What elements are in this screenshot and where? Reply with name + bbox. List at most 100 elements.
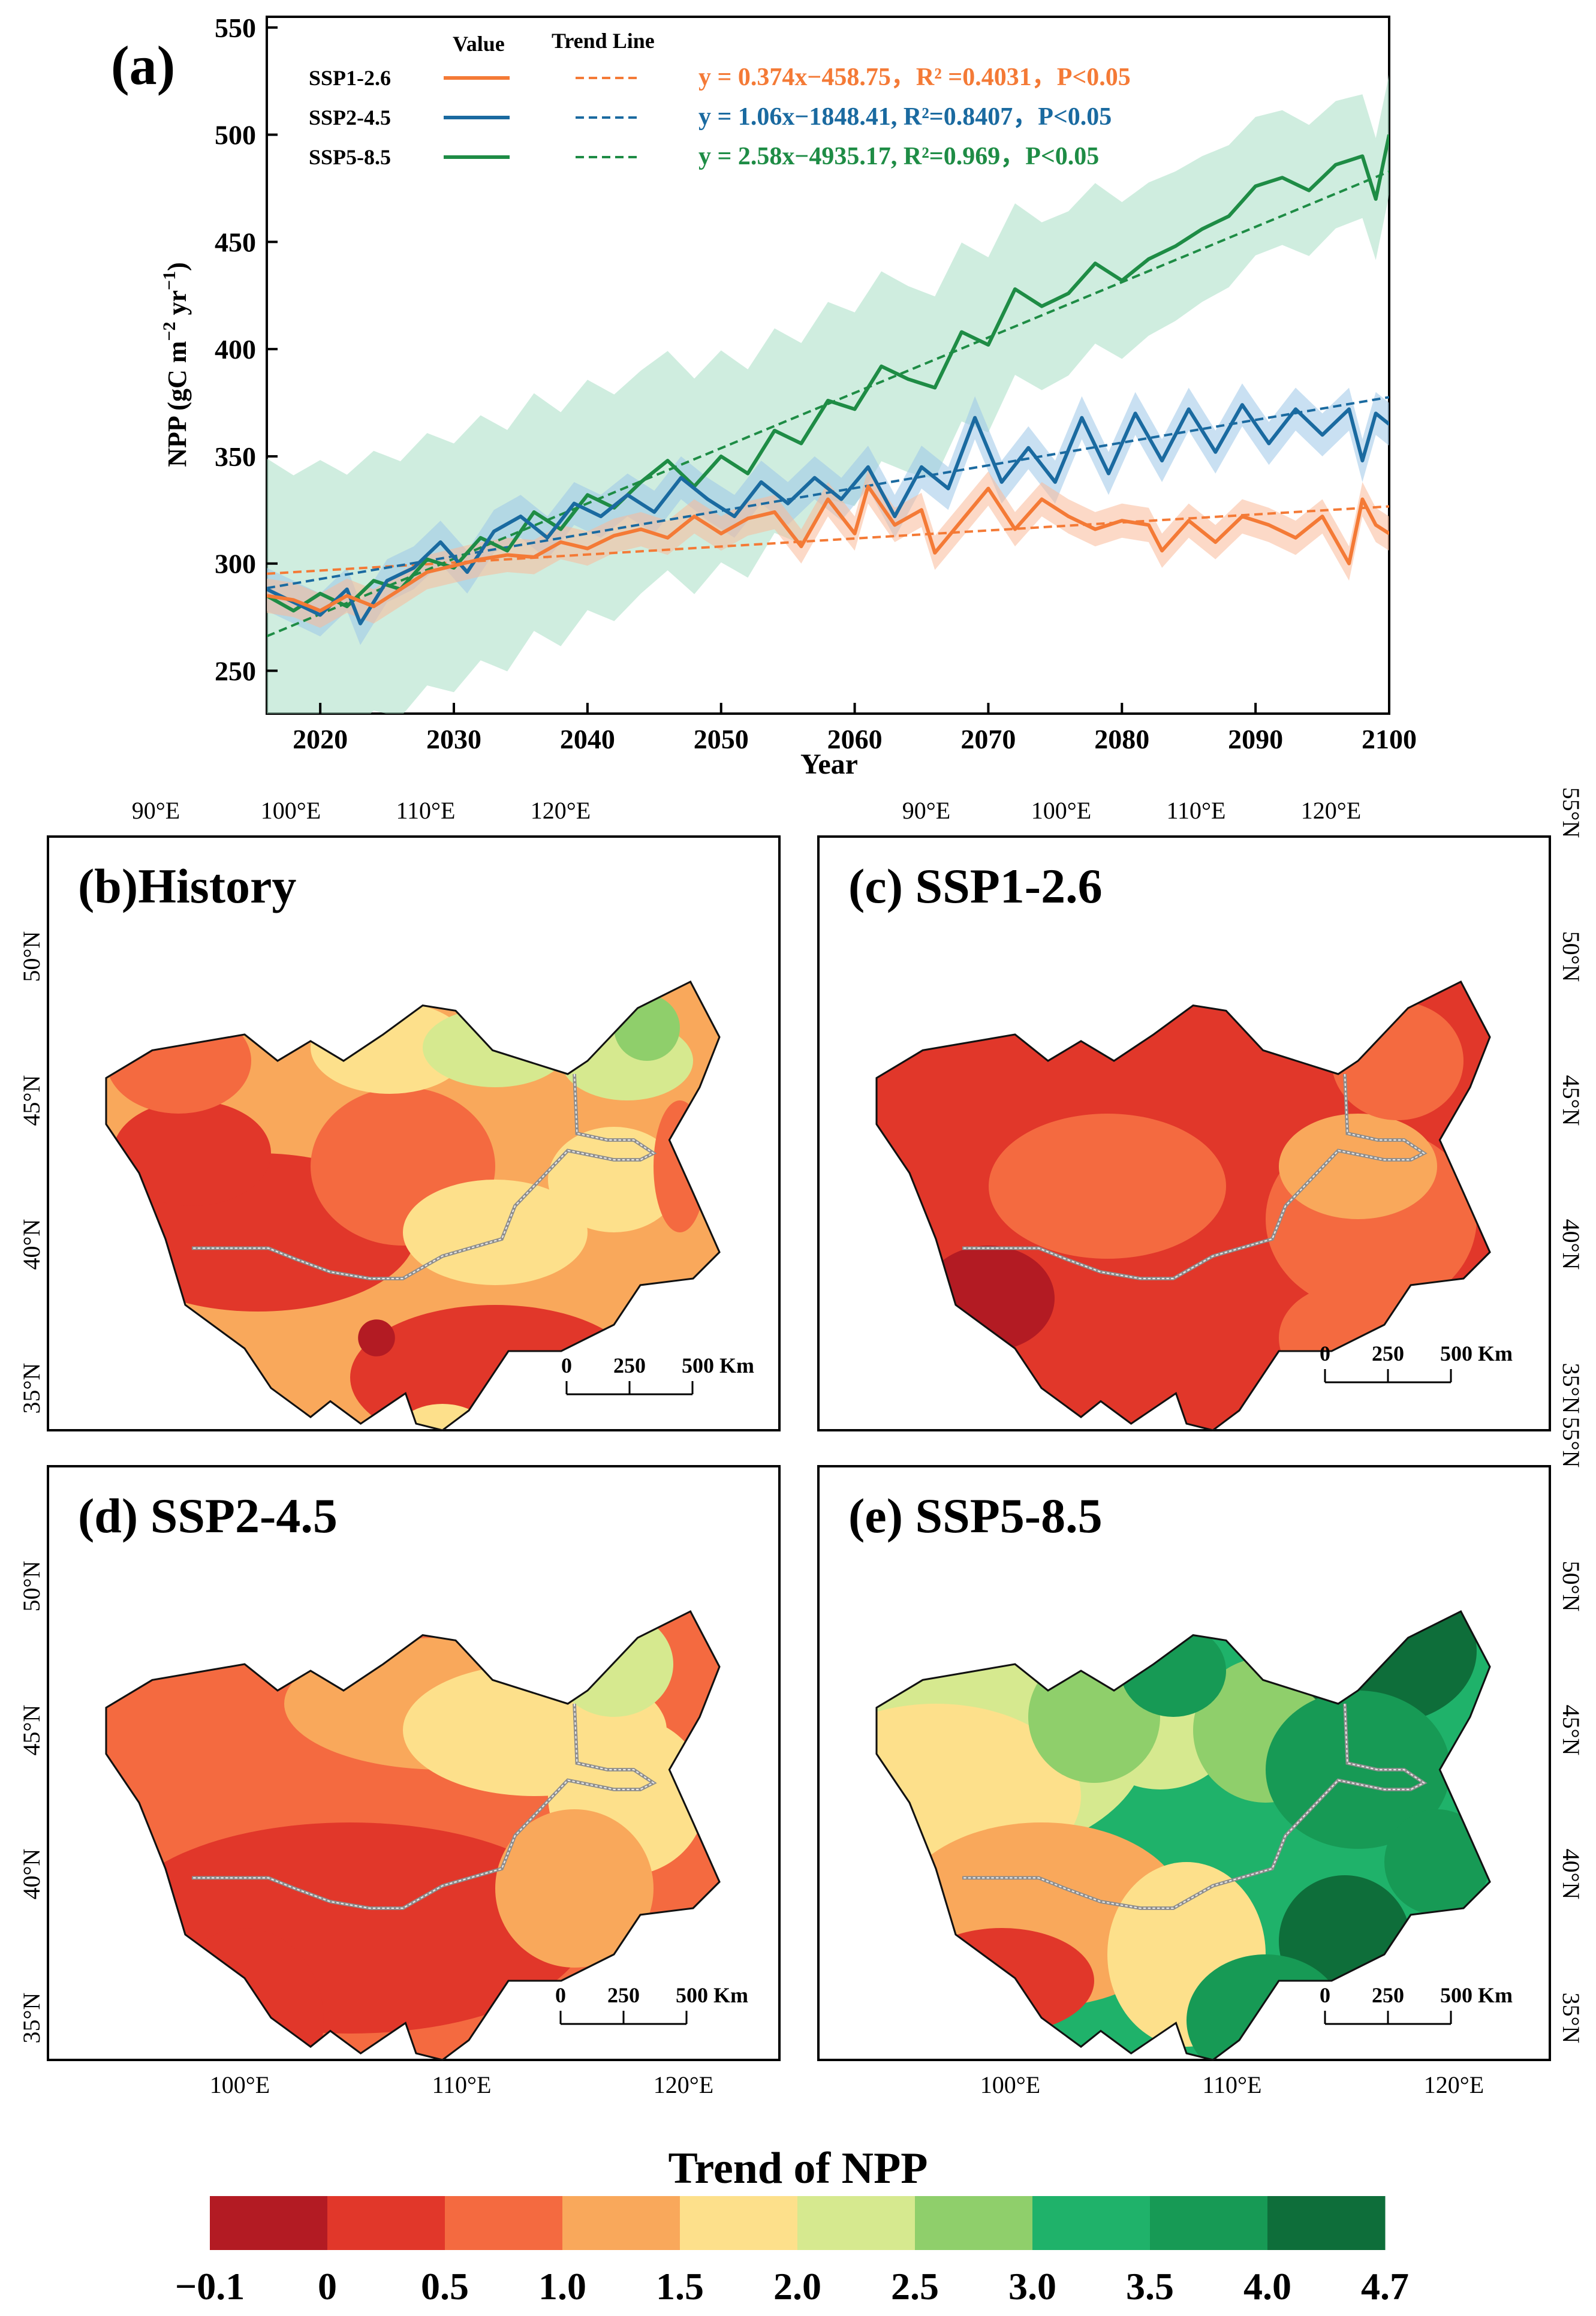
colorbar-tick-10: 4.7 xyxy=(1361,2265,1409,2308)
map-title-e: (e) SSP5-8.5 xyxy=(848,1488,1103,1543)
lat-right-e-4: 55°N xyxy=(1558,1417,1585,1468)
series-lines xyxy=(267,134,1389,625)
equation-ssp126: y = 0.374x−458.75，R² =0.4031，P<0.05 xyxy=(698,64,1131,91)
lon-top-c-0: 90°E xyxy=(902,797,950,824)
lon-bottom-d-0: 100°E xyxy=(210,2071,270,2098)
national-border-inner-c xyxy=(962,1073,1426,1280)
lat-left-d-0: 35°N xyxy=(18,1993,45,2044)
lon-bottom-e-1: 110°E xyxy=(1203,2071,1262,2098)
scalebar-label-c-0: 0 xyxy=(1320,1342,1330,1365)
lat-left-b-1: 40°N xyxy=(18,1219,45,1270)
x-tick-label-2090: 2090 xyxy=(1228,724,1283,754)
x-tick-label-2030: 2030 xyxy=(426,724,481,754)
scalebar-label-e-1: 250 xyxy=(1372,1983,1404,2007)
x-tick-label-2070: 2070 xyxy=(960,724,1016,754)
map-panel-e: (e) SSP5-8.5 0 250 500 Km 100°E 110°E 120°E 35°… xyxy=(817,1417,1585,2098)
lon-top-b-1: 100°E xyxy=(261,797,321,824)
map-title-c: (c) SSP1-2.6 xyxy=(848,859,1103,913)
lat-left-b-3: 50°N xyxy=(18,931,45,982)
scalebar-label-d-0: 0 xyxy=(555,1983,566,2007)
lon-top-b-3: 120°E xyxy=(531,797,591,824)
map-title-d: (d) SSP2-4.5 xyxy=(78,1488,338,1543)
lon-top-b-0: 90°E xyxy=(132,797,180,824)
lon-top-c-3: 120°E xyxy=(1301,797,1361,824)
x-axis-label: Year xyxy=(800,748,858,780)
y-tick-label-550: 550 xyxy=(215,13,256,43)
map-outline-b xyxy=(105,980,721,1431)
scalebar-label-c-1: 250 xyxy=(1372,1342,1404,1365)
lat-right-e-1: 40°N xyxy=(1558,1849,1585,1900)
colorbar-tick-8: 3.5 xyxy=(1126,2265,1174,2308)
map-patch-b-6 xyxy=(403,1180,588,1285)
legend-header-trend: Trend Line xyxy=(552,29,655,53)
band-SSP2-4.5 xyxy=(267,383,1389,645)
x-tick-label-2060: 2060 xyxy=(827,724,883,754)
scalebar-label-b-2: 500 Km xyxy=(682,1353,754,1377)
colorbar-segment-7 xyxy=(1032,2196,1151,2250)
lon-bottom-e-0: 100°E xyxy=(980,2071,1040,2098)
colorbar-tick-3: 1.0 xyxy=(538,2265,586,2308)
panel-a: 2020 2030 2040 2050 2060 2070 2080 2090 2100 250 3… xyxy=(111,13,1417,780)
scalebar-label-b-1: 250 xyxy=(613,1353,646,1377)
colorbar-segment-4 xyxy=(680,2196,798,2250)
lat-left-b-2: 45°N xyxy=(18,1075,45,1126)
map-patch-c-2 xyxy=(1279,1114,1437,1219)
uncertainty-bands xyxy=(267,74,1389,714)
y-tick-label-500: 500 xyxy=(215,120,256,151)
x-tick-label-2040: 2040 xyxy=(560,724,615,754)
colorbar-segment-0 xyxy=(210,2196,328,2250)
lat-right-c-0: 35°N xyxy=(1558,1363,1585,1414)
scalebar-label-b-0: 0 xyxy=(561,1353,572,1377)
colorbar-segment-9 xyxy=(1267,2196,1386,2250)
line-SSP5-8.5 xyxy=(267,134,1389,613)
map-title-b: (b)History xyxy=(78,859,296,913)
map-outline-d xyxy=(105,1610,721,2061)
legend-ssp126-name: SSP1-2.6 xyxy=(309,66,391,90)
scalebar-label-d-1: 250 xyxy=(607,1983,640,2007)
colorbar-segment-2 xyxy=(445,2196,563,2250)
band-SSP1-2.6 xyxy=(267,469,1389,628)
y-tick-label-450: 450 xyxy=(215,227,256,257)
national-border-inner-e xyxy=(962,1703,1426,1909)
x-tick-label-2080: 2080 xyxy=(1094,724,1149,754)
lat-right-e-2: 45°N xyxy=(1558,1705,1585,1756)
map-patch-e-13 xyxy=(1384,1809,1490,1915)
equation-ssp585: y = 2.58x−4935.17, R²=0.969，P<0.05 xyxy=(698,143,1099,170)
colorbar-tick-4: 1.5 xyxy=(656,2265,704,2308)
lat-right-e-0: 35°N xyxy=(1558,1993,1585,2044)
legend-ssp245-name: SSP2-4.5 xyxy=(309,106,391,130)
lat-left-b-0: 35°N xyxy=(18,1363,45,1414)
panel-label-a: (a) xyxy=(111,35,175,96)
colorbar-tick-6: 2.5 xyxy=(891,2265,939,2308)
colorbar-tick-2: 0.5 xyxy=(421,2265,469,2308)
scalebar-label-e-2: 500 Km xyxy=(1440,1983,1513,2007)
lat-right-c-2: 45°N xyxy=(1558,1075,1585,1126)
legend-header-value: Value xyxy=(453,32,505,56)
lat-right-c-1: 40°N xyxy=(1558,1219,1585,1270)
equation-ssp245: y = 1.06x−1848.41, R²=0.8407，P<0.05 xyxy=(698,103,1112,131)
colorbar-segment-6 xyxy=(915,2196,1033,2250)
map-patch-b-12 xyxy=(358,1319,395,1356)
x-tick-label-2050: 2050 xyxy=(694,724,749,754)
colorbar-tick-7: 3.0 xyxy=(1008,2265,1056,2308)
map-patch-c-0 xyxy=(989,1114,1226,1259)
trend-SSP1-2.6 xyxy=(267,505,1389,575)
map-panels: (b)History 0 250 500 Km 90°E 100°E 110°E 120°E 3… xyxy=(18,787,1585,2098)
colorbar-tick-0: −0.1 xyxy=(175,2265,245,2308)
colorbar-segment-3 xyxy=(562,2196,680,2250)
colorbar-segment-8 xyxy=(1150,2196,1268,2250)
colorbar-segment-5 xyxy=(797,2196,916,2250)
lon-bottom-d-1: 110°E xyxy=(432,2071,492,2098)
y-tick-label-350: 350 xyxy=(215,441,256,472)
colorbar-title: Trend of NPP xyxy=(668,2144,928,2193)
lon-bottom-e-2: 120°E xyxy=(1424,2071,1484,2098)
colorbar-tick-1: 0 xyxy=(318,2265,337,2308)
lon-top-c-1: 100°E xyxy=(1031,797,1091,824)
legend-ssp585-name: SSP5-8.5 xyxy=(309,145,391,169)
colorbar-tick-5: 2.0 xyxy=(773,2265,821,2308)
map-panel-b: (b)History 0 250 500 Km 90°E 100°E 110°E 120°E 3… xyxy=(18,797,781,1431)
scalebar-label-e-0: 0 xyxy=(1320,1983,1330,2007)
y-tick-label-300: 300 xyxy=(215,549,256,579)
lon-top-b-2: 110°E xyxy=(396,797,456,824)
axes-a: 2020 2030 2040 2050 2060 2070 2080 2090 2100 250 3… xyxy=(215,13,1417,754)
